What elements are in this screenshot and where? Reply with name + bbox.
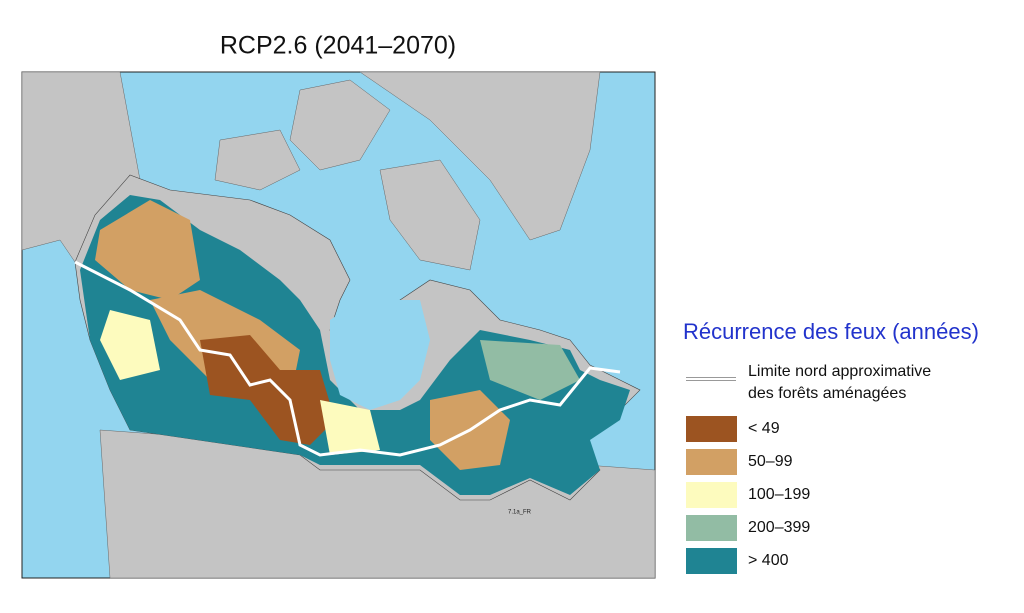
legend-swatch — [686, 548, 737, 574]
forest-limit-line — [74, 260, 621, 457]
island — [379, 159, 481, 271]
island — [214, 129, 301, 191]
map-code: 7.1a_FR — [508, 510, 532, 516]
hudson-bay — [330, 300, 430, 410]
map-title: RCP2.6 (2041–2070) — [220, 32, 456, 60]
fire-zone — [480, 340, 580, 400]
legend-swatch — [686, 515, 737, 541]
fire-zone — [95, 200, 200, 300]
legend-swatch — [686, 449, 737, 475]
legend-label: > 400 — [748, 552, 789, 569]
legend-title: Récurrence des feux (années) — [683, 319, 979, 344]
fire-zone — [100, 310, 160, 380]
legend-line-label: Limite nord approximative — [748, 363, 931, 380]
legend-label: 200–399 — [748, 519, 810, 536]
legend-label: 100–199 — [748, 486, 810, 503]
legend: Récurrence des feux (années) Limite nord… — [683, 319, 979, 574]
legend-label: < 49 — [748, 420, 780, 437]
fire-zone — [320, 400, 380, 455]
island — [289, 79, 391, 171]
legend-line-label: des forêts aménagées — [748, 385, 906, 402]
legend-swatch — [686, 416, 737, 442]
legend-label: 50–99 — [748, 453, 793, 470]
legend-swatch — [686, 482, 737, 508]
map: 7.1a_FR — [21, 71, 656, 579]
greenland — [359, 71, 601, 241]
